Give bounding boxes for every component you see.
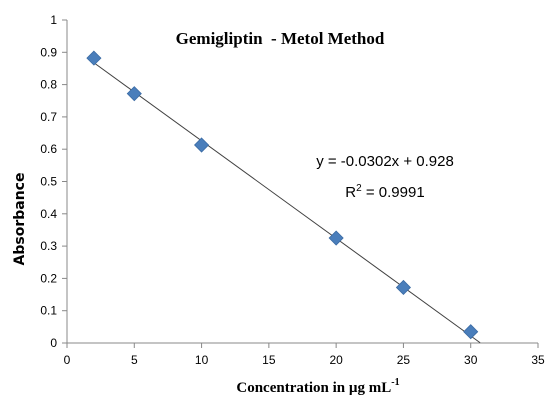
x-tick-label: 25 <box>397 353 411 367</box>
x-tick-label: 10 <box>195 353 209 367</box>
data-point <box>126 86 142 102</box>
x-tick-label: 20 <box>329 353 343 367</box>
x-axis: 0 5 10 15 20 25 30 35 <box>64 342 545 367</box>
y-tick-label: 0.5 <box>40 175 57 189</box>
x-tick-label: 5 <box>131 353 138 367</box>
trendline-group <box>93 62 481 344</box>
data-point <box>194 137 210 153</box>
y-tick-label: 1 <box>50 13 57 27</box>
y-tick-label: 0.7 <box>40 110 57 124</box>
r-squared-prefix: R <box>345 184 356 201</box>
chart-title: Gemigliptin - Metol Method <box>176 29 385 48</box>
y-tick-label: 0.6 <box>40 142 57 156</box>
trendline <box>93 62 481 344</box>
trendline-equation: y = -0.0302x + 0.928 <box>316 153 454 170</box>
r-squared-superscript: 2 <box>356 183 362 194</box>
data-point <box>86 50 102 66</box>
y-tick-label: 0.9 <box>40 45 57 59</box>
y-tick-label: 0.8 <box>40 78 57 92</box>
data-point <box>463 324 479 340</box>
data-points <box>86 50 479 340</box>
y-tick-label: 0 <box>50 336 57 350</box>
y-axis: 0 0.1 0.2 0.3 0.4 0.5 0.6 0.7 0.8 0.9 1 <box>40 13 68 350</box>
x-tick-label: 0 <box>64 353 71 367</box>
y-tick-label: 0.2 <box>40 271 57 285</box>
x-axis-label-superscript: -1 <box>391 377 399 388</box>
x-axis-label-main: Concentration in µg mL <box>236 380 391 396</box>
x-axis-label: Concentration in µg mL-1 <box>236 377 399 396</box>
x-tick-label: 15 <box>262 353 276 367</box>
y-tick-label: 0.1 <box>40 304 57 318</box>
y-tick-label: 0.4 <box>40 207 57 221</box>
y-axis-label: Absorbance <box>12 173 28 266</box>
r-squared-value: = 0.9991 <box>362 184 425 201</box>
x-tick-label: 35 <box>531 353 545 367</box>
y-tick-label: 0.3 <box>40 239 57 253</box>
r-squared-label: R2 = 0.9991 <box>345 183 424 201</box>
x-tick-label: 30 <box>464 353 478 367</box>
data-point <box>395 279 411 296</box>
data-point <box>328 230 344 246</box>
